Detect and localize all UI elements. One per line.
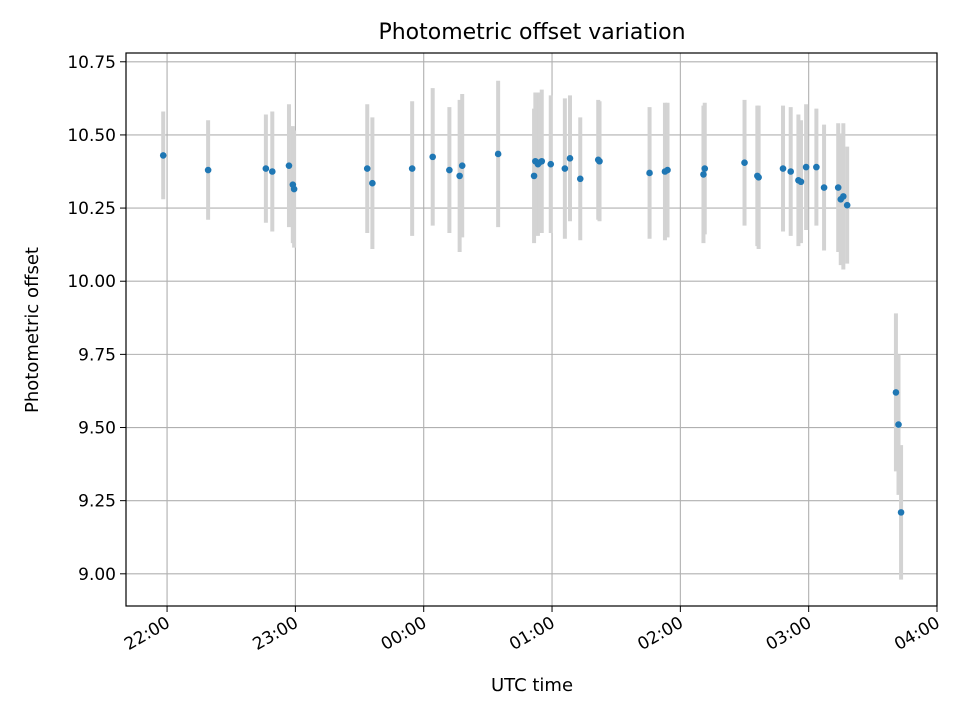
data-point — [369, 179, 376, 187]
data-point — [429, 153, 436, 161]
x-tick-label: 23:00 — [249, 613, 301, 655]
x-tick-label: 00:00 — [378, 613, 430, 655]
x-tick-label: 03:00 — [763, 613, 815, 655]
data-point — [566, 155, 574, 162]
data-point — [363, 165, 371, 172]
data-point — [843, 201, 851, 209]
data-point — [408, 165, 416, 172]
data-point — [802, 163, 810, 171]
plot-frame — [125, 52, 938, 607]
data-point — [530, 172, 538, 180]
data-point — [897, 509, 905, 516]
data-point — [262, 165, 270, 172]
data-point — [561, 165, 569, 172]
y-axis-label: Photometric offset — [22, 247, 43, 413]
data-point — [268, 168, 276, 175]
data-point — [494, 150, 502, 158]
data-point — [646, 169, 653, 177]
grid — [126, 53, 938, 606]
x-tick-label: 01:00 — [506, 613, 558, 655]
data-point — [840, 193, 847, 200]
data-point — [576, 175, 584, 183]
y-tick-label: 9.50 — [78, 419, 116, 439]
data-point — [787, 168, 795, 175]
x-tick-label: 04:00 — [891, 613, 943, 655]
x-tick-label: 22:00 — [121, 613, 173, 655]
data-point — [755, 174, 762, 181]
data-point — [700, 171, 707, 178]
data-point — [159, 152, 167, 159]
data-point — [664, 166, 671, 174]
data-point — [779, 165, 787, 172]
y-tick-label: 10.00 — [67, 272, 116, 292]
data-point — [895, 421, 902, 428]
chart-title: Photometric offset variation — [378, 20, 685, 45]
data-point — [538, 157, 546, 165]
x-axis-label: UTC time — [491, 675, 573, 696]
y-axis: 9.00 9.25 9.50 9.75 10.00 10.25 10.50 10.75 — [67, 53, 126, 585]
y-tick-label: 10.25 — [67, 199, 116, 219]
data-point — [547, 160, 555, 168]
data-points — [159, 150, 905, 516]
data-point — [813, 163, 820, 171]
y-tick-label: 9.25 — [78, 492, 116, 512]
y-tick-label: 9.00 — [78, 565, 116, 585]
data-point — [820, 184, 828, 191]
data-point — [834, 184, 842, 191]
data-point — [892, 389, 900, 396]
y-tick-label: 10.75 — [67, 53, 116, 73]
data-point — [797, 178, 805, 186]
data-point — [290, 185, 298, 193]
data-point — [741, 159, 748, 167]
data-point — [285, 162, 293, 169]
data-point — [204, 166, 212, 174]
x-tick-label: 02:00 — [634, 613, 686, 655]
x-axis: 22:00 23:00 00:00 01:00 02:00 03:00 04:00 — [121, 606, 944, 655]
y-tick-label: 9.75 — [78, 345, 116, 365]
y-tick-label: 10.50 — [67, 126, 116, 146]
data-point — [458, 162, 466, 169]
data-point — [446, 166, 453, 174]
data-point — [596, 157, 603, 165]
data-point — [456, 172, 463, 180]
data-point — [701, 165, 709, 172]
